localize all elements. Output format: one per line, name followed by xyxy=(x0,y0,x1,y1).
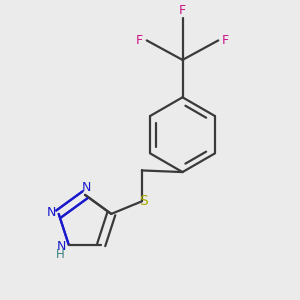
Text: N: N xyxy=(82,181,91,194)
Text: S: S xyxy=(139,194,148,208)
Text: F: F xyxy=(222,34,229,47)
Text: N: N xyxy=(47,206,56,219)
Text: F: F xyxy=(136,34,143,47)
Text: H: H xyxy=(56,248,65,261)
Text: N: N xyxy=(57,240,66,253)
Text: F: F xyxy=(179,4,186,17)
